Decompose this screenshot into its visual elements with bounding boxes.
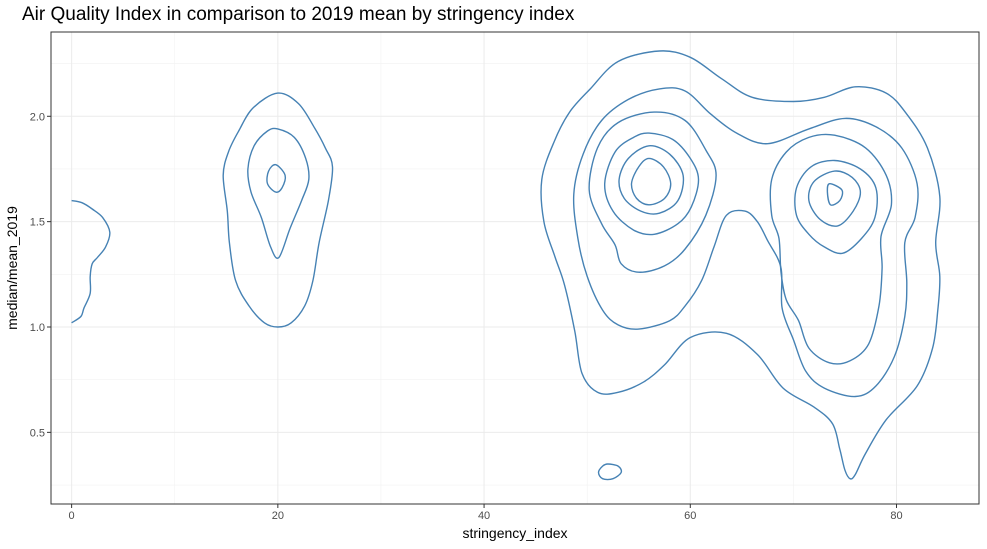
x-axis: 0 20 40 60 80 <box>69 504 903 522</box>
minor-grid <box>51 32 979 504</box>
chart-title: Air Quality Index in comparison to 2019 … <box>22 4 575 25</box>
contour-line-5 <box>540 50 941 480</box>
x-tick-label: 60 <box>684 510 696 522</box>
y-tick-label: 1.5 <box>30 217 45 229</box>
x-tick-label: 20 <box>272 510 284 522</box>
contour-line-4 <box>266 163 287 193</box>
y-axis-title: median/mean_2019 <box>4 206 20 330</box>
y-tick-label: 0.5 <box>30 427 45 439</box>
contour-line-13 <box>807 170 862 227</box>
major-grid <box>51 32 979 504</box>
x-tick-label: 80 <box>890 510 902 522</box>
x-tick-label: 40 <box>478 510 490 522</box>
contour-line-2 <box>222 92 334 328</box>
y-tick-label: 1.0 <box>30 322 45 334</box>
contour-line-6 <box>572 87 919 398</box>
contour-line-11 <box>769 133 893 365</box>
contour-line-7 <box>588 111 717 273</box>
y-axis: 0.5 1.0 1.5 2.0 <box>30 111 51 439</box>
plot-border <box>50 31 980 505</box>
contour-line-12 <box>794 159 878 255</box>
density-contours <box>71 50 941 481</box>
contour-line-14 <box>826 183 844 206</box>
contour-line-3 <box>247 127 310 259</box>
contour-line-8 <box>603 132 700 236</box>
x-axis-title: stringency_index <box>462 525 567 541</box>
plot-panel <box>51 32 979 504</box>
contour-line-9 <box>618 145 685 215</box>
contour-line-10 <box>630 157 672 206</box>
x-tick-label: 0 <box>69 510 75 522</box>
contour-line-1 <box>71 199 111 324</box>
y-tick-label: 2.0 <box>30 111 45 123</box>
contour-line-15 <box>597 463 623 481</box>
